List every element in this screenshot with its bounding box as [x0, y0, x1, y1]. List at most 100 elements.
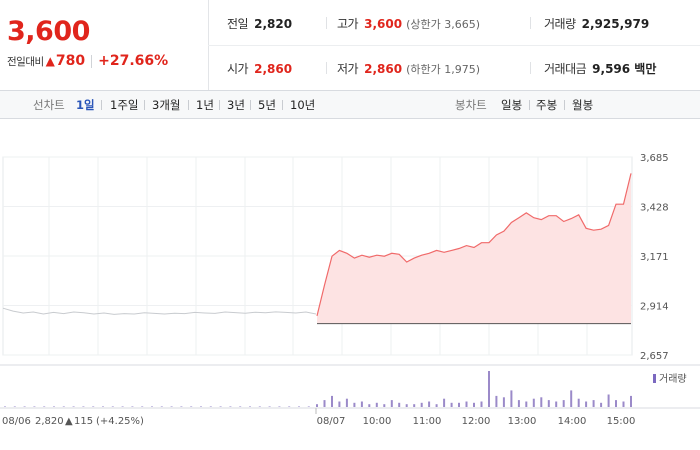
- day-high: 고가 3,600 (상한가 3,665): [337, 15, 480, 32]
- lower-limit: (하한가 1,975): [406, 63, 480, 76]
- volume-bar: [600, 402, 603, 407]
- volume-bar: [268, 406, 271, 407]
- volume-bar: [288, 406, 291, 407]
- chart-toolbar: 선차트 1일 1주일 3개월 1년 3년 5년 10년 봉차트 일봉 주봉 월봉: [0, 91, 700, 119]
- trade-value-value: 9,596 백만: [592, 62, 657, 76]
- prev-close-label: 전일: [227, 17, 249, 31]
- prev-day-info: 08/06 2,820 ▲ 115 (+4.25%): [2, 416, 144, 427]
- open-value: 2,860: [254, 62, 293, 76]
- open-price: 시가 2,860: [227, 60, 292, 77]
- x-tick-label: 14:00: [558, 416, 587, 427]
- volume-bar: [307, 406, 310, 407]
- volume-bar: [53, 406, 55, 407]
- volume-bar: [190, 406, 193, 407]
- volume-bar: [547, 400, 550, 407]
- volume-bar: [170, 406, 173, 407]
- quote-row-1: 전일 2,820 고가 3,600 (상한가 3,665) 거래량 2,925,979: [208, 0, 700, 46]
- volume-bar: [390, 400, 393, 407]
- change-label: 전일대비: [7, 55, 44, 68]
- volume-bar: [92, 406, 95, 407]
- volume-bar: [495, 395, 498, 407]
- x-tick-label: 15:00: [607, 416, 636, 427]
- period-3y-tab[interactable]: 3년: [227, 98, 245, 112]
- volume-bar: [630, 395, 632, 407]
- prev-day-close: 2,820: [35, 416, 64, 427]
- up-triangle-icon: ▲: [65, 416, 73, 427]
- volume-bar: [338, 401, 341, 407]
- volume-value: 2,925,979: [581, 17, 650, 31]
- quote-header: 3,600 전일대비 ▲ 780 +27.66% 전일 2,820 고가 3,600…: [0, 0, 700, 91]
- volume-legend-swatch: [653, 374, 656, 383]
- volume-bar: [465, 401, 468, 407]
- volume-bar: [420, 402, 423, 407]
- volume-bar: [102, 406, 104, 407]
- candle-weekly-tab[interactable]: 주봉: [536, 98, 558, 112]
- volume-bar: [510, 390, 513, 407]
- volume-bar: [592, 400, 595, 407]
- line-chart-label: 선차트: [33, 98, 65, 112]
- volume-bar: [428, 401, 431, 407]
- x-tick-label: 11:00: [413, 416, 442, 427]
- y-tick-label: 3,171: [640, 252, 669, 263]
- volume-bar: [532, 398, 535, 407]
- volume-bar: [555, 401, 558, 407]
- volume-bar: [219, 406, 222, 407]
- period-1y-tab[interactable]: 1년: [196, 98, 214, 112]
- period-3m-tab[interactable]: 3개월: [152, 98, 181, 112]
- divider: [282, 100, 283, 110]
- x-tick-label: 08/07: [317, 416, 346, 427]
- day-low: 저가 2,860 (하한가 1,975): [337, 60, 480, 77]
- price-summary: 3,600 전일대비 ▲ 780 +27.66%: [0, 0, 209, 90]
- volume-bar: [82, 406, 85, 407]
- volume-legend: 거래량: [653, 373, 687, 385]
- prev-close-value: 2,820: [254, 17, 293, 31]
- period-1w-tab[interactable]: 1주일: [110, 98, 139, 112]
- volume-bar: [517, 400, 520, 407]
- volume-bars: [0, 364, 700, 409]
- volume-bar: [316, 404, 318, 407]
- y-tick-label: 2,914: [640, 302, 669, 313]
- x-tick-label: 13:00: [508, 416, 537, 427]
- y-tick-label: 2,657: [640, 351, 669, 362]
- period-1d-tab[interactable]: 1일: [76, 98, 95, 112]
- day-low-label: 저가: [337, 62, 359, 76]
- prev-day-percent: (+4.25%): [96, 416, 144, 427]
- trade-value: 거래대금 9,596 백만: [544, 60, 656, 77]
- volume-bar: [180, 406, 183, 407]
- candle-monthly-tab[interactable]: 월봉: [572, 98, 594, 112]
- volume-bar: [458, 402, 460, 407]
- volume-bar: [258, 406, 261, 407]
- candle-daily-tab[interactable]: 일봉: [501, 98, 523, 112]
- price-area: [317, 173, 631, 324]
- volume-bar: [375, 402, 378, 407]
- day-high-label: 고가: [337, 17, 359, 31]
- divider: [144, 100, 145, 110]
- divider: [250, 100, 251, 110]
- volume: 거래량 2,925,979: [544, 15, 649, 32]
- volume-bar: [502, 397, 505, 407]
- prev-close: 전일 2,820: [227, 15, 292, 32]
- volume-bar: [331, 395, 333, 407]
- volume-bar: [200, 406, 202, 407]
- volume-bar: [525, 401, 528, 407]
- volume-bar: [249, 406, 251, 407]
- day-high-value: 3,600: [364, 17, 403, 31]
- y-tick-label: 3,685: [640, 153, 669, 164]
- volume-bar: [141, 406, 144, 407]
- period-10y-tab[interactable]: 10년: [290, 98, 316, 112]
- period-5y-tab[interactable]: 5년: [258, 98, 276, 112]
- volume-legend-label: 거래량: [659, 373, 687, 385]
- volume-bar: [443, 398, 446, 407]
- divider: [101, 100, 102, 110]
- volume-bar: [368, 404, 371, 407]
- volume-bar: [62, 406, 65, 407]
- volume-bar: [540, 397, 543, 407]
- prev-day-change: 115: [74, 416, 93, 427]
- quote-row-2: 시가 2,860 저가 2,860 (하한가 1,975) 거래대금 9,596 백만: [208, 45, 700, 90]
- volume-bar: [131, 406, 134, 407]
- prev-day-date: 08/06: [2, 416, 31, 427]
- prev-day-series: [2, 307, 317, 315]
- day-low-value: 2,860: [364, 62, 403, 76]
- open-label: 시가: [227, 62, 249, 76]
